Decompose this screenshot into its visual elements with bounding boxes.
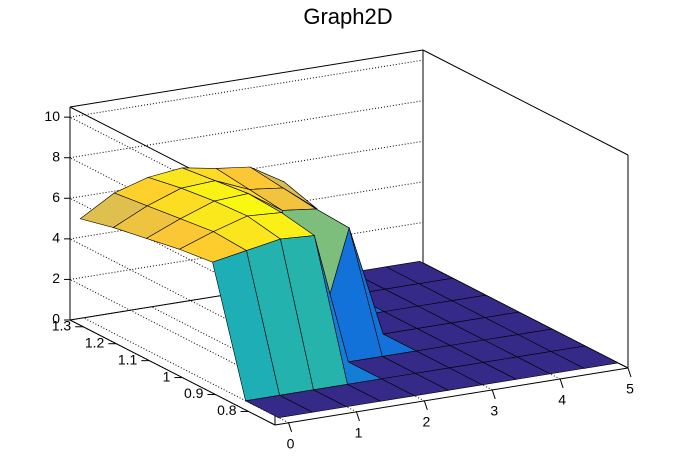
tick-mark	[355, 411, 360, 422]
y-tick-label: 0.9	[184, 385, 204, 401]
grid-line	[69, 221, 424, 280]
grid-line	[69, 100, 424, 159]
y-tick-label: 1.1	[118, 351, 138, 367]
tick-mark	[559, 378, 564, 389]
axis-line	[69, 319, 276, 426]
frame-edge	[422, 49, 629, 156]
surface-cell	[244, 394, 314, 419]
frame-edge	[69, 49, 424, 108]
z-tick-label: 2	[52, 270, 60, 286]
axis-line	[274, 367, 629, 426]
y-tick-label: 0.8	[217, 402, 237, 418]
y-tick-label: 1	[163, 368, 171, 384]
grid-line	[69, 181, 424, 240]
x-tick-label: 0	[287, 436, 295, 452]
tick-mark	[627, 367, 632, 378]
x-tick-label: 3	[490, 403, 498, 419]
y-tick-label: 1.2	[85, 334, 105, 350]
y-tick-label: 1.3	[52, 317, 72, 333]
z-tick-label: 10	[44, 108, 60, 124]
x-tick-label: 1	[355, 425, 363, 441]
z-tick-label: 4	[52, 230, 60, 246]
chart-title: Graph2D	[303, 4, 392, 29]
z-tick-label: 8	[52, 148, 60, 164]
x-tick-label: 5	[626, 381, 634, 397]
tick-mark	[491, 389, 496, 400]
x-tick-label: 4	[558, 392, 566, 408]
grid-line	[69, 140, 424, 199]
grid-line	[69, 59, 424, 118]
tick-mark	[288, 422, 293, 432]
z-tick-label: 6	[52, 189, 60, 205]
x-tick-label: 2	[422, 414, 430, 430]
z-tick-label: 0	[52, 311, 60, 327]
tick-mark	[423, 400, 428, 411]
surface	[79, 166, 620, 419]
